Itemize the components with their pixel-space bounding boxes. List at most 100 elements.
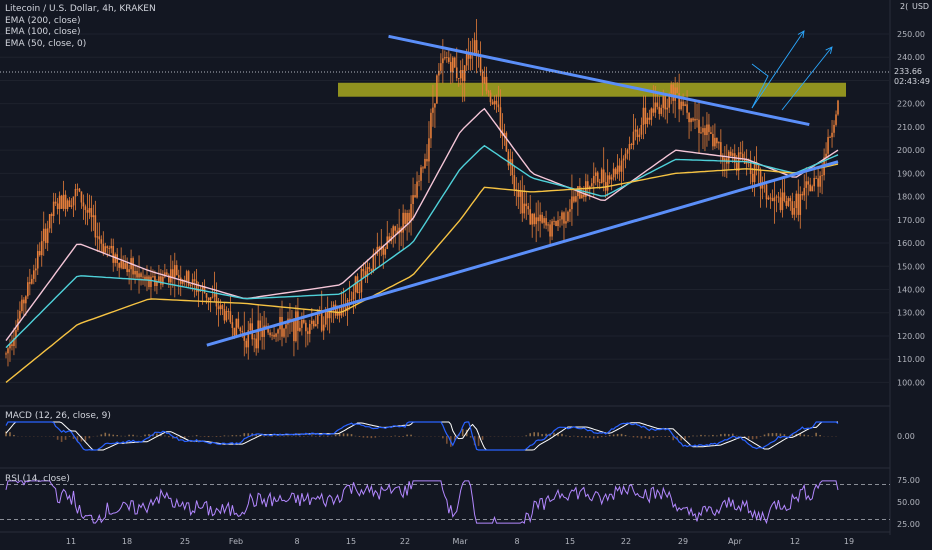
candle-body [513, 175, 516, 190]
macd-histogram-bar [223, 435, 226, 437]
macd-histogram-bar [688, 436, 690, 438]
candle-body [495, 100, 498, 105]
macd-histogram-bar [88, 436, 91, 439]
candle-body [799, 194, 802, 215]
macd-histogram-bar [442, 436, 444, 439]
candle-body [162, 276, 164, 285]
macd-histogram-bar [708, 435, 710, 437]
candle-body [557, 220, 559, 227]
price-tick-label: 210.00 [897, 123, 925, 132]
candle-body [255, 338, 257, 349]
candle-body [203, 286, 206, 294]
candle-body [364, 271, 367, 277]
candle-body [692, 118, 694, 121]
candle-body [795, 193, 798, 209]
candle-body [630, 144, 633, 146]
candle-body [285, 324, 287, 329]
symbol-title[interactable]: Litecoin / U.S. Dollar, 4h, KRAKEN [5, 4, 156, 14]
candle-body [86, 209, 89, 213]
candle-body [674, 87, 676, 101]
candle-body [553, 220, 555, 222]
candle-body [465, 51, 468, 66]
candle-body [813, 178, 815, 187]
candle-body [277, 329, 279, 334]
candle-body [126, 263, 128, 273]
candle-body [487, 91, 490, 93]
macd-histogram-bar [350, 434, 353, 437]
candle-body [40, 241, 43, 256]
indicator-ema100-label[interactable]: EMA (100, close) [5, 27, 81, 37]
candle-body [596, 172, 599, 183]
candle-body [539, 214, 541, 222]
candle-body [422, 167, 424, 169]
candle-body [271, 334, 273, 336]
candle-body [783, 192, 786, 201]
candle-body [58, 195, 61, 209]
candle-body [301, 319, 303, 328]
candle-body [428, 138, 430, 162]
macd-histogram-bar [374, 436, 377, 438]
time-tick-label: 15 [346, 537, 356, 546]
candle-body [418, 180, 420, 182]
macd-label[interactable]: MACD (12, 26, close, 9) [5, 411, 111, 421]
candle-body [9, 344, 11, 349]
macd-histogram-bar [533, 432, 535, 437]
candle-body [749, 160, 752, 174]
candle-body [211, 296, 214, 298]
candle-body [340, 305, 343, 316]
candle-body [491, 102, 494, 105]
candle-body [303, 319, 305, 323]
candle-body [189, 284, 192, 286]
descending-trendline [388, 34, 810, 127]
candle-body [642, 107, 645, 125]
candle-body [658, 106, 661, 114]
candle-body [523, 203, 526, 214]
candle-body [731, 153, 734, 156]
macd-histogram-bar [303, 436, 305, 437]
currency-label[interactable]: USD [912, 2, 930, 11]
macd-histogram-bar [183, 436, 186, 439]
candle-body [741, 153, 744, 160]
macd-histogram-bar [164, 435, 166, 437]
macd-histogram-bar [326, 436, 329, 437]
indicator-ema50-label[interactable]: EMA (50, close, 0) [5, 38, 87, 49]
candle-body [261, 329, 263, 337]
macd-histogram-bar [398, 436, 400, 437]
candle-body [519, 191, 522, 197]
price-tick-label: 140.00 [897, 285, 925, 294]
time-tick-label: 29 [678, 537, 688, 546]
candle-body [592, 175, 595, 184]
candle-body [541, 214, 543, 223]
candle-body [827, 137, 829, 154]
candle-body [267, 328, 269, 333]
candle-body [193, 279, 196, 281]
candle-body [46, 228, 49, 243]
candle-body [48, 214, 51, 229]
candle-body [751, 173, 754, 183]
macd-histogram-bar [295, 435, 297, 437]
macd-histogram-bar [187, 436, 190, 437]
rsi-label[interactable]: RSI (14, close) [5, 474, 70, 484]
macd-histogram-bar [446, 436, 448, 444]
chart-grid [0, 0, 891, 535]
candle-body [811, 186, 813, 192]
candle-body [297, 311, 299, 331]
candle-body [23, 299, 25, 304]
macd-histogram-bar [314, 436, 317, 437]
price-tick-label: 190.00 [897, 169, 925, 178]
candle-body [819, 175, 821, 187]
candle-body [686, 104, 688, 113]
candle-body [76, 188, 79, 190]
arrow-line [751, 30, 805, 109]
macd-histogram-bar [60, 436, 63, 442]
candle-body [517, 190, 520, 197]
candle-body [497, 104, 500, 108]
candle-body [295, 311, 297, 342]
ema-lines [5, 107, 839, 383]
macd-histogram-bar [255, 434, 257, 437]
candle-body [305, 322, 307, 332]
candle-body [150, 276, 152, 288]
resistance-zone-layer [338, 82, 846, 97]
indicator-ema200-label[interactable]: EMA (200, close) [5, 15, 81, 26]
